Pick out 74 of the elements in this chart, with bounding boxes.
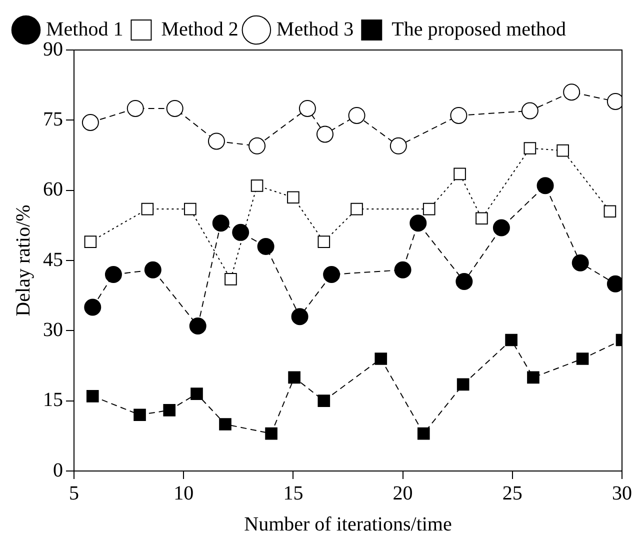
point: [563, 84, 580, 101]
point: [291, 308, 308, 326]
x-tick-label: 25: [502, 482, 522, 504]
point: [524, 142, 536, 154]
y-tick-label: 0: [53, 459, 63, 482]
point: [318, 236, 330, 248]
legend-label: Method 3: [276, 18, 354, 40]
point: [212, 214, 230, 232]
point: [250, 180, 264, 192]
point: [86, 390, 99, 402]
point: [348, 106, 366, 124]
point: [476, 212, 488, 225]
y-tick-label: 60: [43, 178, 63, 201]
point: [323, 266, 340, 284]
point: [505, 334, 518, 346]
y-tick-label: 30: [43, 318, 63, 341]
point: [288, 371, 300, 384]
x-tick-label: 20: [392, 482, 413, 504]
point: [265, 427, 278, 440]
point: [257, 238, 274, 255]
point: [527, 371, 540, 384]
point: [422, 202, 436, 216]
point: [84, 236, 97, 248]
y-tick-label: 75: [43, 108, 63, 130]
x-tick-label: 15: [283, 482, 304, 504]
y-tick-label: 45: [43, 248, 63, 271]
point: [163, 404, 176, 416]
legend-label: Method 1: [46, 18, 124, 40]
point: [492, 219, 510, 236]
x-tick-label: 10: [174, 482, 194, 504]
point: [410, 214, 427, 232]
point: [417, 427, 430, 440]
legend-label: Method 2: [161, 18, 238, 40]
point: [126, 100, 144, 117]
point: [134, 408, 146, 422]
y-tick-label: 90: [43, 38, 63, 60]
point: [224, 273, 237, 286]
point: [450, 106, 468, 124]
point: [189, 317, 206, 334]
point: [287, 191, 300, 204]
point: [208, 132, 225, 150]
point: [374, 352, 388, 365]
point: [456, 378, 470, 391]
point: [536, 177, 554, 194]
point: [350, 202, 363, 216]
point: [232, 224, 250, 241]
point: [141, 202, 154, 216]
point: [166, 100, 184, 117]
point: [104, 266, 122, 284]
point: [556, 144, 569, 157]
point: [394, 261, 412, 278]
point: [572, 254, 589, 272]
point: [298, 100, 316, 117]
point: [316, 126, 334, 143]
y-tick-label: 15: [43, 389, 63, 412]
point: [454, 168, 466, 180]
x-tick-label: 30: [612, 482, 632, 504]
point: [604, 205, 616, 218]
legend-label: The proposed method: [392, 18, 566, 40]
point: [190, 388, 203, 400]
point: [390, 137, 407, 154]
point: [84, 298, 102, 316]
point: [82, 114, 99, 132]
point: [456, 273, 473, 290]
x-tick-label: 5: [69, 482, 79, 504]
y-axis-title: Delay ratio/%: [12, 204, 34, 316]
point: [521, 102, 538, 120]
point: [144, 261, 162, 278]
point: [576, 352, 589, 365]
point: [219, 418, 232, 430]
point: [248, 137, 266, 154]
x-axis-title: Number of iterations/time: [244, 513, 452, 536]
point: [184, 202, 196, 216]
point: [318, 394, 330, 407]
